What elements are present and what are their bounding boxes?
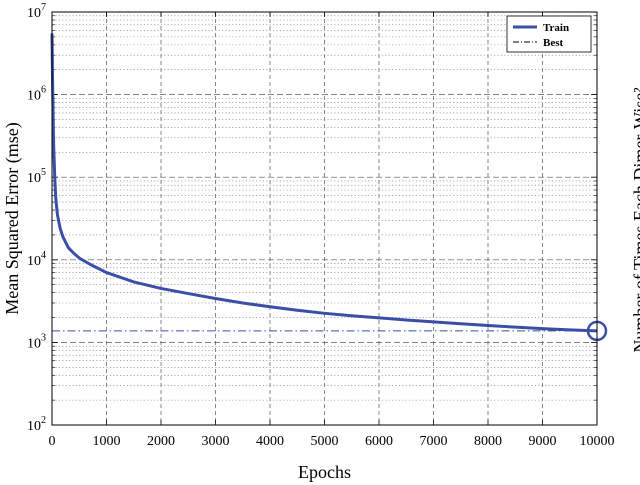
x-tick-label: 5000 — [311, 434, 339, 449]
legend: Train Best — [506, 15, 592, 53]
legend-label-best: Best — [543, 37, 564, 49]
x-tick-label: 0 — [49, 434, 56, 449]
y-tick-label: 107 — [27, 2, 46, 21]
x-tick-label: 4000 — [256, 434, 284, 449]
x-tick-label: 3000 — [202, 434, 230, 449]
y-tick-label: 104 — [27, 250, 46, 269]
x-tick-label: 2000 — [147, 434, 175, 449]
y-axis-title: Mean Squared Error (mse) — [2, 122, 23, 314]
legend-label-train: Train — [543, 22, 569, 34]
right-edge-label: Number of Times Each Dimer-Wise² — [630, 87, 640, 352]
x-tick-label: 7000 — [420, 434, 448, 449]
x-tick-label: 9000 — [529, 434, 557, 449]
x-axis-title: Epochs — [298, 462, 351, 482]
y-tick-label: 106 — [27, 85, 46, 104]
y-tick-label: 105 — [27, 167, 46, 186]
tick-labels: 0 1000 2000 3000 4000 5000 6000 7000 8000 9000 100… — [27, 2, 615, 449]
y-tick-label: 103 — [27, 332, 46, 351]
grid — [52, 12, 597, 425]
series-line-train — [50, 33, 598, 333]
x-tick-label: 1000 — [93, 434, 121, 449]
y-tick-label: 102 — [27, 415, 46, 434]
x-tick-label: 8000 — [474, 434, 502, 449]
plot-frame — [51, 11, 598, 426]
legend-box — [506, 15, 592, 53]
x-tick-label: 10000 — [580, 434, 615, 449]
x-tick-label: 6000 — [365, 434, 393, 449]
